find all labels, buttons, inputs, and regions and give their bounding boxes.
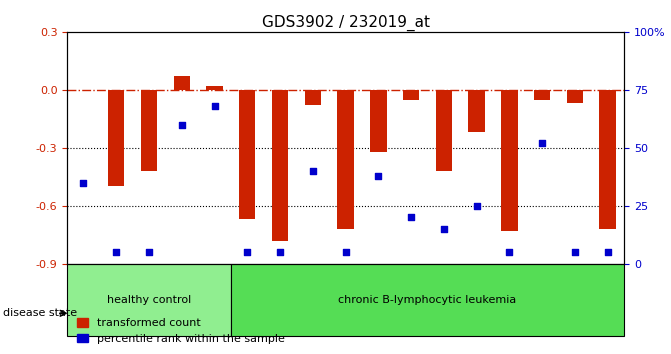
Bar: [501, 90, 517, 231]
Point: [504, 249, 515, 255]
Text: healthy control: healthy control: [107, 295, 191, 305]
Text: disease state: disease state: [3, 308, 77, 318]
Legend: transformed count, percentile rank within the sample: transformed count, percentile rank withi…: [72, 314, 289, 348]
Bar: [403, 90, 419, 99]
Title: GDS3902 / 232019_at: GDS3902 / 232019_at: [262, 14, 429, 30]
Point: [340, 249, 351, 255]
Point: [406, 215, 417, 220]
Bar: [370, 90, 386, 152]
Bar: [305, 90, 321, 105]
Bar: [599, 90, 616, 229]
Bar: [239, 90, 256, 219]
Bar: [207, 86, 223, 90]
Bar: [468, 90, 485, 132]
Point: [537, 141, 548, 146]
Point: [176, 122, 187, 127]
Point: [242, 249, 253, 255]
Point: [307, 168, 318, 174]
Bar: [435, 90, 452, 171]
Point: [570, 249, 580, 255]
Point: [373, 173, 384, 178]
Point: [78, 180, 89, 185]
Bar: [567, 90, 583, 103]
Bar: [108, 90, 124, 187]
Point: [144, 249, 154, 255]
Text: chronic B-lymphocytic leukemia: chronic B-lymphocytic leukemia: [338, 295, 517, 305]
FancyBboxPatch shape: [67, 264, 231, 336]
FancyBboxPatch shape: [231, 264, 624, 336]
Point: [603, 249, 613, 255]
Point: [274, 249, 285, 255]
Bar: [534, 90, 550, 99]
Bar: [272, 90, 289, 241]
Point: [111, 249, 121, 255]
Point: [209, 103, 220, 109]
Point: [471, 203, 482, 209]
Bar: [174, 76, 190, 90]
Bar: [141, 90, 157, 171]
Bar: [338, 90, 354, 229]
Point: [438, 226, 449, 232]
